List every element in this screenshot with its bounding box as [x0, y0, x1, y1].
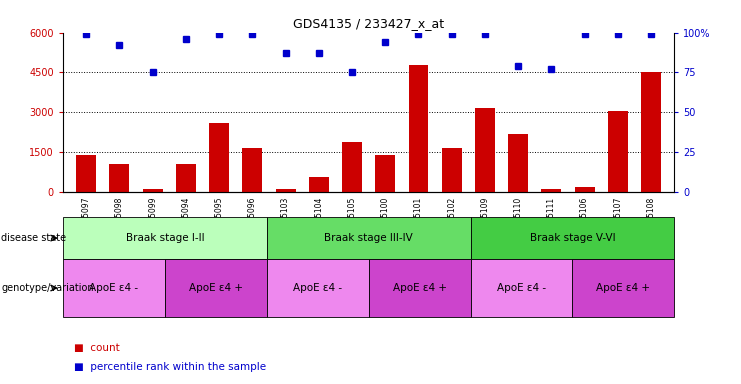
Text: Braak stage V-VI: Braak stage V-VI [530, 233, 615, 243]
Bar [574, 187, 594, 192]
Bar [641, 73, 661, 192]
Text: ApoE ε4 -: ApoE ε4 - [293, 283, 342, 293]
Text: ApoE ε4 -: ApoE ε4 - [497, 283, 546, 293]
Text: disease state: disease state [1, 233, 67, 243]
Bar [76, 155, 96, 192]
Text: ApoE ε4 +: ApoE ε4 + [597, 283, 651, 293]
Text: Braak stage III-IV: Braak stage III-IV [325, 233, 413, 243]
Text: ■  percentile rank within the sample: ■ percentile rank within the sample [74, 362, 266, 372]
Bar [309, 177, 329, 192]
Text: genotype/variation: genotype/variation [1, 283, 94, 293]
Bar [209, 123, 229, 192]
Text: ■  count: ■ count [74, 343, 120, 353]
Bar [176, 164, 196, 192]
Bar [542, 189, 562, 192]
Bar [342, 142, 362, 192]
Bar [442, 148, 462, 192]
Bar [375, 155, 395, 192]
Bar [508, 134, 528, 192]
Text: ApoE ε4 +: ApoE ε4 + [189, 283, 243, 293]
Text: Braak stage I-II: Braak stage I-II [125, 233, 205, 243]
Bar [608, 111, 628, 192]
Bar [143, 189, 163, 192]
Bar [408, 65, 428, 192]
Bar [242, 148, 262, 192]
Text: ApoE ε4 +: ApoE ε4 + [393, 283, 447, 293]
Bar [276, 189, 296, 192]
Bar [110, 164, 130, 192]
Title: GDS4135 / 233427_x_at: GDS4135 / 233427_x_at [293, 17, 444, 30]
Bar [475, 108, 495, 192]
Text: ApoE ε4 -: ApoE ε4 - [90, 283, 139, 293]
